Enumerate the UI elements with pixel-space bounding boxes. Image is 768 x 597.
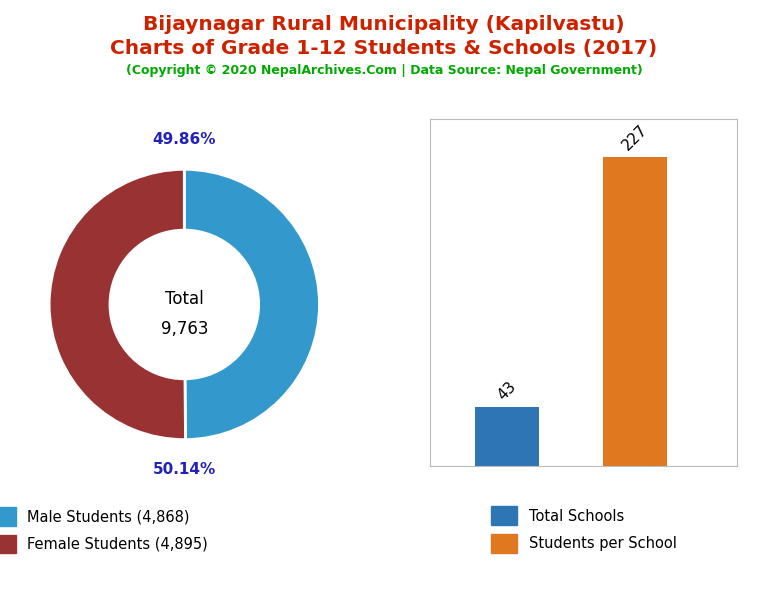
Bar: [475, 407, 539, 466]
Wedge shape: [184, 170, 319, 439]
Text: 9,763: 9,763: [161, 320, 208, 338]
Bar: [603, 158, 667, 466]
Text: Total: Total: [165, 290, 204, 308]
Text: 227: 227: [619, 122, 650, 153]
Text: Bijaynagar Rural Municipality (Kapilvastu): Bijaynagar Rural Municipality (Kapilvast…: [143, 15, 625, 34]
Text: (Copyright © 2020 NepalArchives.Com | Data Source: Nepal Government): (Copyright © 2020 NepalArchives.Com | Da…: [126, 64, 642, 77]
Text: 49.86%: 49.86%: [153, 132, 216, 147]
Text: 50.14%: 50.14%: [153, 462, 216, 477]
Legend: Male Students (4,868), Female Students (4,895): Male Students (4,868), Female Students (…: [0, 500, 215, 561]
Wedge shape: [49, 170, 186, 439]
Text: 43: 43: [495, 379, 519, 403]
Text: Charts of Grade 1-12 Students & Schools (2017): Charts of Grade 1-12 Students & Schools …: [111, 39, 657, 58]
Legend: Total Schools, Students per School: Total Schools, Students per School: [485, 501, 683, 559]
